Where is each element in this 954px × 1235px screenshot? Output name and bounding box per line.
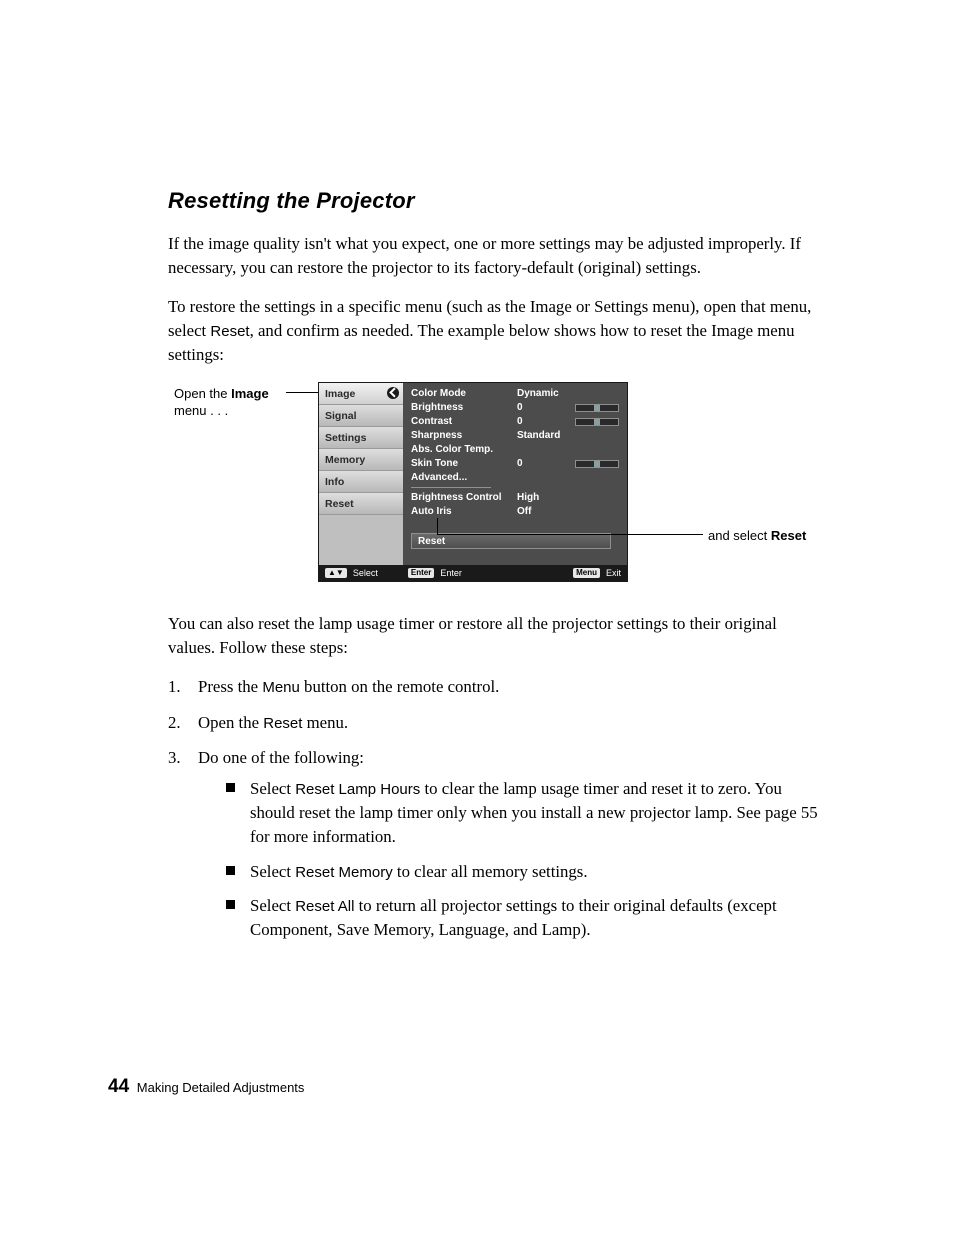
callout-line-left — [286, 392, 318, 393]
tab-label: Settings — [325, 432, 366, 444]
osd-tab-reset[interactable]: Reset — [319, 493, 403, 515]
tab-label: Signal — [325, 410, 357, 422]
osd-setting-value: 0 — [517, 416, 573, 427]
callout-open-image-menu: Open the Image menu . . . — [174, 386, 284, 420]
text: , and confirm as needed. The example bel… — [168, 321, 795, 364]
osd-left-tabs: Image Signal Settings Memory Info Reset — [319, 383, 403, 565]
callout-select-reset: and select Reset — [708, 528, 806, 545]
reset-keyword: Reset — [210, 323, 249, 340]
text: Open the — [198, 713, 263, 732]
text: Select — [250, 862, 295, 881]
osd-setting-label: Color Mode — [411, 388, 517, 399]
text: Open the — [174, 386, 231, 401]
reset-all-keyword: Reset All — [295, 898, 354, 915]
osd-setting-label: Brightness Control — [411, 492, 517, 503]
option-reset-memory: Select Reset Memory to clear all memory … — [226, 860, 818, 884]
osd-tab-signal[interactable]: Signal — [319, 405, 403, 427]
text: to clear all memory settings. — [393, 862, 588, 881]
select-keycap-icon: ▲▼ — [325, 568, 347, 578]
callout-line-right — [628, 534, 703, 535]
osd-setting-row[interactable]: SharpnessStandard — [411, 429, 619, 443]
chapter-title: Making Detailed Adjustments — [137, 1080, 305, 1095]
osd-setting-value: 0 — [517, 402, 573, 413]
osd-setting-value: Standard — [517, 430, 573, 441]
page-number: 44 — [108, 1076, 129, 1097]
osd-setting-label: Contrast — [411, 416, 517, 427]
text: menu . . . — [174, 403, 228, 418]
tab-label: Info — [325, 476, 344, 488]
osd-tab-image[interactable]: Image — [319, 383, 403, 405]
image-keyword: Image — [231, 386, 269, 401]
osd-setting-value: High — [517, 492, 573, 503]
menu-keycap-icon: Menu — [573, 568, 600, 578]
reset-keyword: Reset — [771, 528, 806, 543]
menu-keyword: Menu — [262, 679, 300, 696]
osd-setting-label: Sharpness — [411, 430, 517, 441]
page-footer: 44 Making Detailed Adjustments — [108, 1076, 304, 1098]
osd-footer: ▲▼ Select Enter Enter Menu Exit — [319, 565, 627, 581]
text: button on the remote control. — [300, 677, 499, 696]
callout-line-right — [437, 534, 628, 535]
option-reset-lamp-hours: Select Reset Lamp Hours to clear the lam… — [226, 777, 818, 850]
osd-setting-value: 0 — [517, 458, 573, 469]
osd-setting-row[interactable]: Skin Tone0 — [411, 457, 619, 471]
osd-setting-value: Off — [517, 506, 573, 517]
tab-label: Memory — [325, 454, 365, 466]
osd-menu: Image Signal Settings Memory Info Reset … — [318, 382, 628, 582]
osd-right-panel: Color ModeDynamicBrightness0Contrast0Sha… — [403, 383, 627, 565]
intro-paragraph-1: If the image quality isn't what you expe… — [168, 232, 818, 281]
osd-setting-value: Dynamic — [517, 388, 573, 399]
osd-tab-memory[interactable]: Memory — [319, 449, 403, 471]
osd-slider[interactable] — [575, 404, 619, 412]
text: menu. — [302, 713, 348, 732]
text: Do one of the following: — [198, 748, 364, 767]
steps-list: Press the Menu button on the remote cont… — [168, 674, 818, 942]
osd-setting-label: Skin Tone — [411, 458, 517, 469]
reset-keyword: Reset — [263, 715, 302, 732]
text: Select — [250, 779, 295, 798]
osd-setting-row[interactable]: Contrast0 — [411, 415, 619, 429]
osd-slider[interactable] — [575, 460, 619, 468]
step-1: Press the Menu button on the remote cont… — [168, 674, 818, 700]
osd-setting-row[interactable]: Abs. Color Temp. — [411, 443, 619, 457]
text: Select — [250, 896, 295, 915]
osd-reset-item[interactable]: Reset — [411, 533, 611, 549]
intro-paragraph-2: To restore the settings in a specific me… — [168, 295, 818, 368]
tab-label: Reset — [325, 498, 354, 510]
reset-lamp-hours-keyword: Reset Lamp Hours — [295, 781, 420, 798]
text: Press the — [198, 677, 262, 696]
osd-setting-label: Advanced... — [411, 472, 517, 483]
osd-divider — [411, 487, 491, 488]
tab-label: Image — [325, 388, 355, 400]
reset-memory-keyword: Reset Memory — [295, 864, 393, 881]
option-reset-all: Select Reset All to return all projector… — [226, 894, 818, 943]
enter-icon — [387, 387, 399, 399]
osd-setting-row[interactable]: Brightness ControlHigh — [411, 491, 619, 505]
paragraph-after-figure: You can also reset the lamp usage timer … — [168, 612, 818, 661]
step-2: Open the Reset menu. — [168, 710, 818, 736]
step-3: Do one of the following: Select Reset La… — [168, 745, 818, 942]
step-3-options: Select Reset Lamp Hours to clear the lam… — [198, 777, 818, 943]
osd-setting-label: Abs. Color Temp. — [411, 444, 517, 455]
footer-exit-label: Exit — [606, 568, 621, 578]
osd-setting-row[interactable]: Color ModeDynamic — [411, 387, 619, 401]
osd-setting-row[interactable]: Brightness0 — [411, 401, 619, 415]
osd-slider[interactable] — [575, 418, 619, 426]
section-title: Resetting the Projector — [168, 188, 818, 214]
footer-select-label: Select — [353, 568, 378, 578]
osd-left-filler — [319, 515, 403, 565]
enter-keycap-icon: Enter — [408, 568, 434, 578]
callout-line-right — [437, 518, 438, 534]
osd-setting-label: Auto Iris — [411, 506, 517, 517]
osd-tab-settings[interactable]: Settings — [319, 427, 403, 449]
osd-setting-row[interactable]: Advanced... — [411, 471, 619, 485]
osd-setting-label: Brightness — [411, 402, 517, 413]
text: and select — [708, 528, 771, 543]
osd-tab-info[interactable]: Info — [319, 471, 403, 493]
osd-setting-row[interactable]: Auto IrisOff — [411, 505, 619, 519]
osd-figure: Open the Image menu . . . Image Signal S… — [168, 382, 818, 592]
footer-enter-label: Enter — [440, 568, 462, 578]
